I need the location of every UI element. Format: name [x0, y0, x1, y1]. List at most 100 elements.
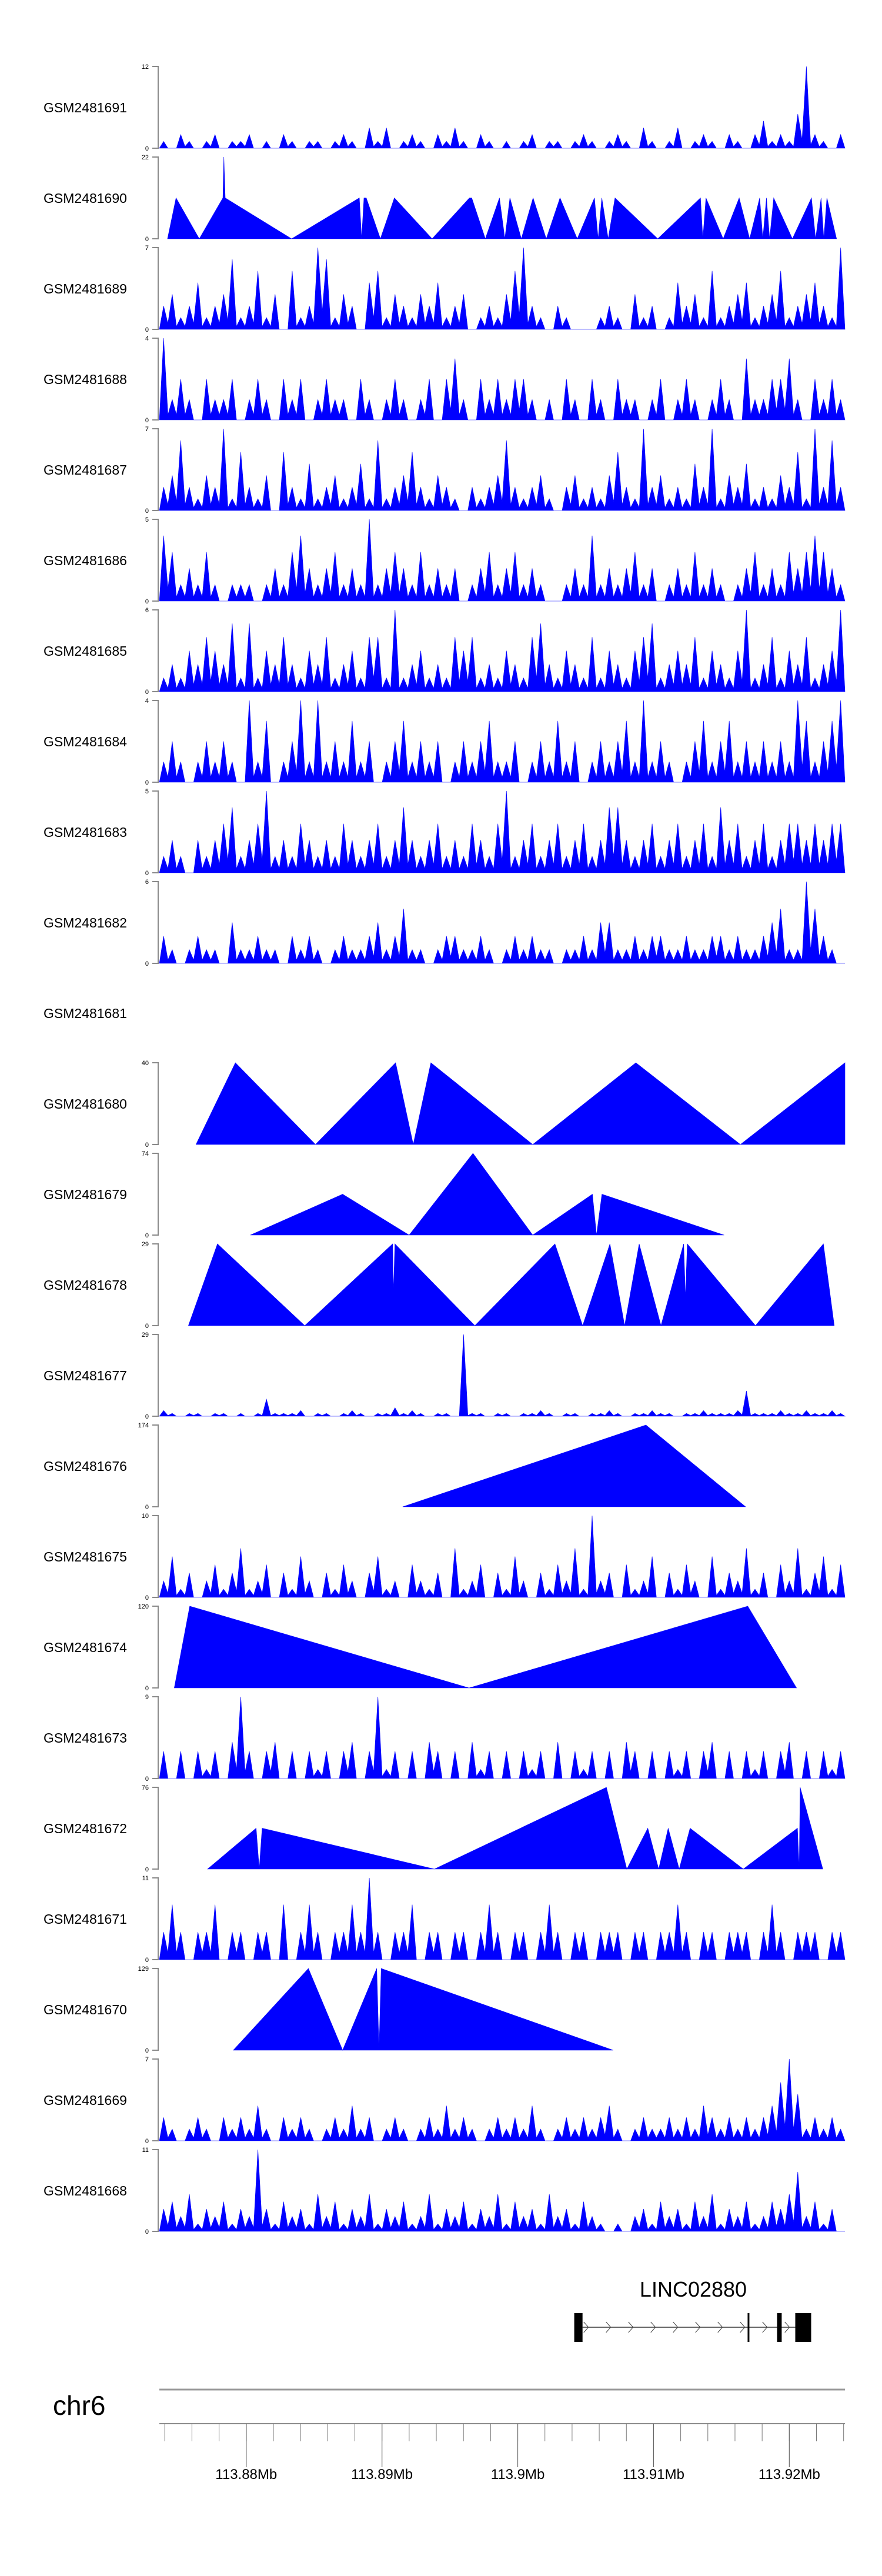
- y-axis: [152, 1696, 159, 1779]
- strand-chevron-icon: [740, 2321, 746, 2333]
- y-max-label: 6: [145, 879, 149, 886]
- y-min-label: 0: [145, 1504, 149, 1511]
- strand-chevron-icon: [650, 2321, 656, 2333]
- y-min-label: 0: [145, 508, 149, 515]
- strand-chevron-icon: [784, 2321, 790, 2333]
- axis-tick-label: 113.89Mb: [351, 2467, 413, 2482]
- y-axis: [152, 1968, 159, 2051]
- y-max-label: 5: [145, 516, 149, 523]
- y-axis: [152, 156, 159, 239]
- track-label: GSM2481678: [44, 1277, 127, 1293]
- signal-area: [402, 1424, 746, 1507]
- y-max-label: 11: [142, 1875, 149, 1882]
- y-axis: [152, 1243, 159, 1326]
- signal-area: [159, 428, 846, 511]
- y-max-label: 29: [142, 1241, 149, 1248]
- track-label: GSM2481690: [44, 191, 127, 206]
- y-min-label: 0: [145, 1866, 149, 1873]
- y-min-label: 0: [145, 1323, 149, 1330]
- y-axis: [152, 1153, 159, 1236]
- y-min-label: 0: [145, 689, 149, 696]
- axis-tick-label: 113.9Mb: [491, 2467, 545, 2482]
- chromosome-label: chr6: [53, 2390, 105, 2421]
- y-axis: [152, 1062, 159, 1145]
- y-axis: [152, 428, 159, 511]
- track: GSM2481674 120 0: [44, 1603, 797, 1692]
- y-axis: [152, 1787, 159, 1870]
- axis-tick-label: 113.92Mb: [759, 2467, 820, 2482]
- track: GSM2481670 129 0: [44, 1966, 613, 2054]
- signal-area: [195, 1062, 846, 1145]
- y-min-label: 0: [145, 1776, 149, 1783]
- track-label: GSM2481674: [44, 1640, 127, 1655]
- y-max-label: 10: [142, 1513, 149, 1520]
- y-axis: [152, 66, 159, 149]
- y-min-label: 0: [145, 598, 149, 605]
- y-axis: [152, 1606, 159, 1689]
- signal-area: [159, 519, 846, 602]
- y-axis: [152, 881, 159, 964]
- genome-axis: chr6 113.88Mb 113.89Mb 113.9Mb 113.91Mb 113.…: [53, 2388, 845, 2482]
- y-min-label: 0: [145, 870, 149, 877]
- y-max-label: 29: [142, 1332, 149, 1339]
- strand-chevron-icon: [628, 2321, 634, 2333]
- track-label: GSM2481687: [44, 462, 127, 478]
- y-min-label: 0: [145, 1413, 149, 1420]
- y-min-label: 0: [145, 1594, 149, 1601]
- strand-chevron-icon: [695, 2321, 701, 2333]
- y-min-label: 0: [145, 1957, 149, 1964]
- exon: [777, 2313, 782, 2342]
- strand-chevron-icon: [673, 2321, 679, 2333]
- track: GSM2481669 7 0: [44, 2056, 846, 2145]
- signal-area: [167, 156, 837, 240]
- track-label: GSM2481686: [44, 553, 127, 568]
- signal-tracks: GSM2481691120GSM2481690220GSM248168970GS…: [44, 64, 846, 2235]
- y-max-label: 9: [145, 1694, 149, 1701]
- track: GSM2481675 10 0: [44, 1513, 846, 1601]
- signal-area: [188, 1243, 835, 1327]
- track-label: GSM2481675: [44, 1549, 127, 1564]
- y-max-label: 4: [145, 335, 149, 342]
- track: GSM2481678 29 0: [44, 1241, 835, 1330]
- track-label: GSM2481672: [44, 1821, 127, 1836]
- track: GSM2481690 22 0: [44, 154, 837, 243]
- track: GSM2481691 12 0: [44, 64, 846, 152]
- y-min-label: 0: [145, 1142, 149, 1149]
- y-max-label: 7: [145, 245, 149, 252]
- gene-track: LINC02880: [574, 2277, 811, 2342]
- strand-chevron-icon: [606, 2321, 612, 2333]
- track: GSM2481682 6 0: [44, 879, 845, 967]
- track: GSM2481676 174 0: [44, 1422, 746, 1511]
- track: GSM2481671 11 0: [44, 1875, 846, 1964]
- y-axis: [152, 2058, 159, 2141]
- y-min-label: 0: [145, 1685, 149, 1692]
- track: GSM2481679 74 0: [44, 1150, 724, 1239]
- signal-area: [159, 2058, 846, 2141]
- y-max-label: 120: [138, 1603, 149, 1610]
- track: GSM2481687 7 0: [44, 426, 846, 515]
- track: GSM2481677 29 0: [44, 1332, 846, 1420]
- track-label: GSM2481668: [44, 2183, 127, 2198]
- y-max-label: 12: [142, 64, 149, 71]
- signal-area: [159, 609, 846, 692]
- track-label: GSM2481680: [44, 1096, 127, 1112]
- y-max-label: 7: [145, 2056, 149, 2063]
- signal-area: [159, 1515, 846, 1598]
- y-axis: [152, 338, 159, 421]
- signal-area: [159, 1334, 846, 1417]
- signal-area: [159, 1877, 846, 1960]
- strand-chevron-icon: [583, 2321, 589, 2333]
- track-label: GSM2481677: [44, 1368, 127, 1383]
- axis-tick-label: 113.88Mb: [215, 2467, 277, 2482]
- y-max-label: 7: [145, 426, 149, 433]
- track-label: GSM2481682: [44, 915, 127, 930]
- y-max-label: 22: [142, 154, 149, 161]
- track-label: GSM2481681: [44, 1006, 127, 1021]
- y-axis: [152, 519, 159, 602]
- y-axis: [152, 247, 159, 330]
- track-label: GSM2481689: [44, 281, 127, 296]
- exon: [795, 2313, 811, 2342]
- y-min-label: 0: [145, 236, 149, 243]
- track-label: GSM2481688: [44, 372, 127, 387]
- y-max-label: 5: [145, 788, 149, 795]
